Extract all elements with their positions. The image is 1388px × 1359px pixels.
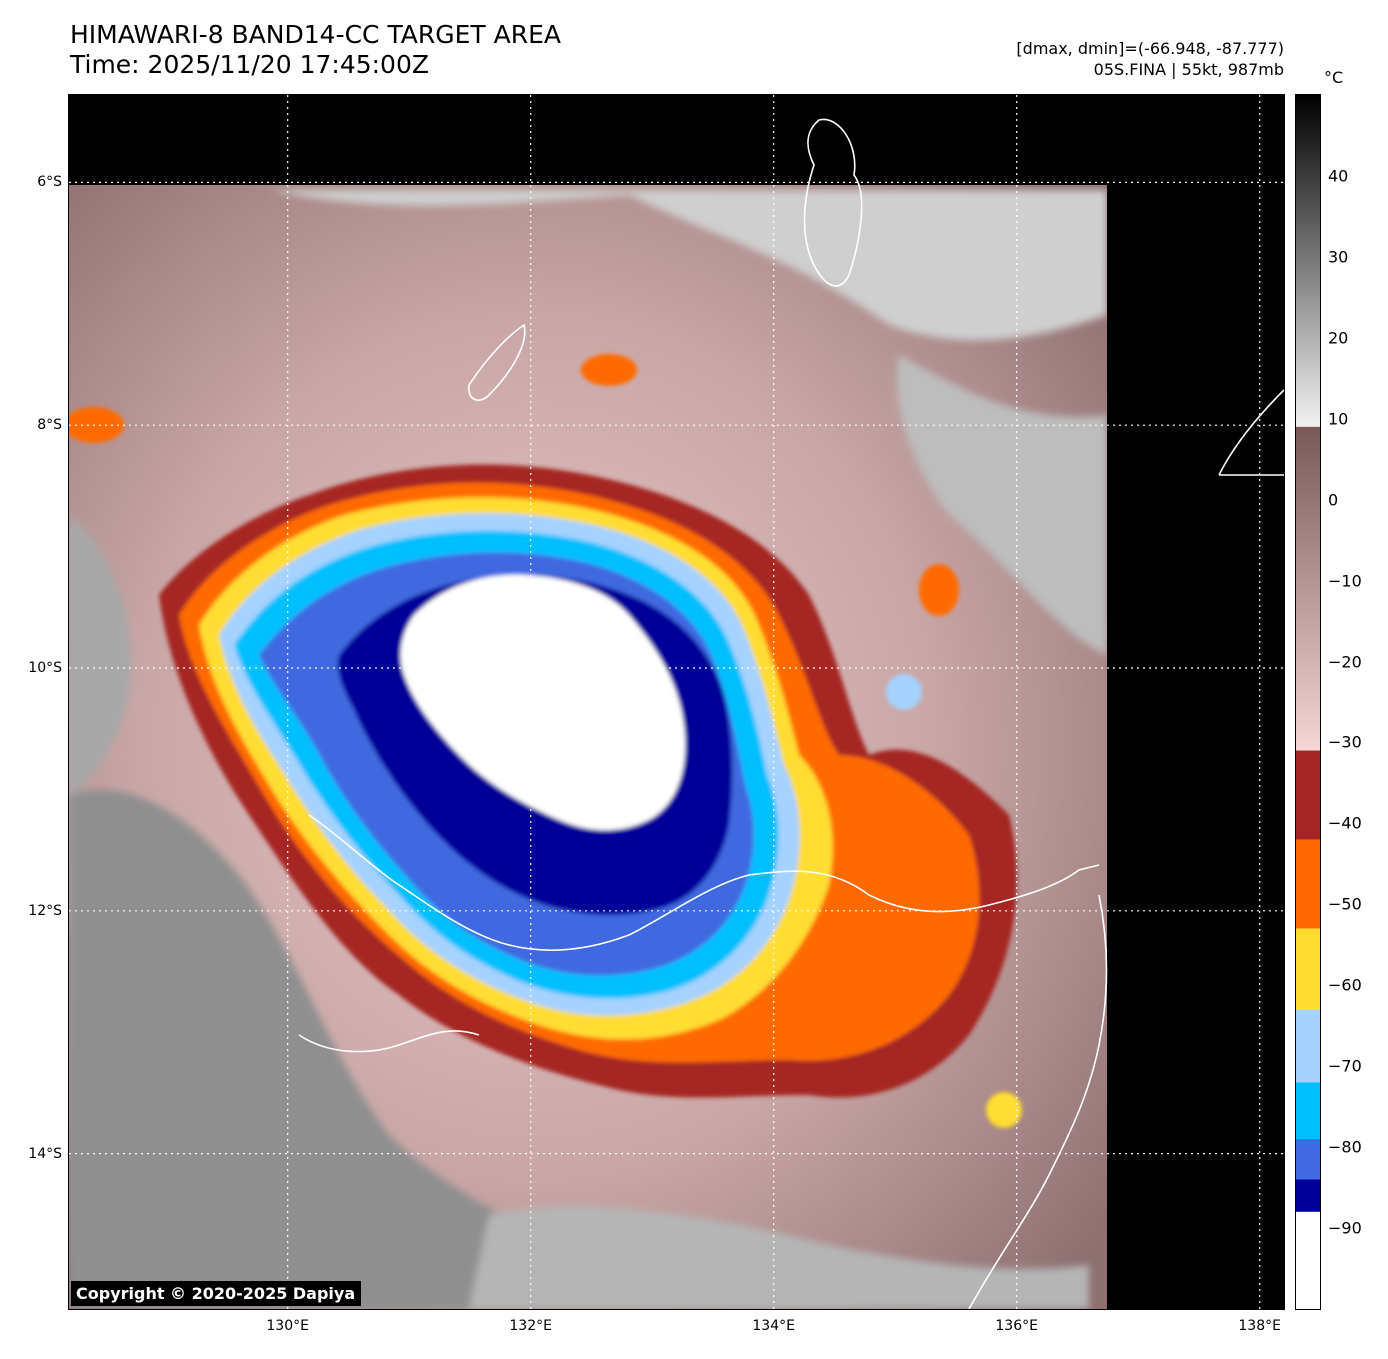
cloud-imagery — [69, 95, 1284, 1309]
colorbar — [1295, 94, 1321, 1310]
convective-cell-northeast-1 — [581, 354, 637, 386]
colorbar-segment — [1296, 1179, 1320, 1212]
coastline-west-arnhem — [298, 1030, 480, 1053]
convective-cell-southeast — [986, 1092, 1022, 1128]
colorbar-unit: °C — [1324, 68, 1344, 87]
band-coldest-core — [400, 574, 686, 831]
colorbar-segment — [1296, 928, 1320, 1010]
coastlines — [298, 118, 1284, 1309]
graticule — [69, 95, 1284, 1309]
longitude-label: 138°E — [1238, 1318, 1281, 1334]
colorbar-tick-label: 0 — [1328, 490, 1339, 510]
latitude-label: 10°S — [28, 660, 62, 676]
coastline-northeast-corner — [1218, 389, 1284, 476]
longitude-label: 132°E — [509, 1318, 552, 1334]
storm-info-text: 05S.FINA | 55kt, 987mb — [1093, 60, 1284, 79]
chart-title: HIMAWARI-8 BAND14-CC TARGET AREA Time: 2… — [70, 20, 561, 80]
coastline-arnhem-land — [308, 814, 1100, 951]
colorbar-tick-label: −40 — [1328, 813, 1362, 833]
colorbar-tick-label: 20 — [1328, 328, 1349, 348]
coastline-aru — [803, 118, 863, 287]
colorbar-tick-label: −50 — [1328, 894, 1362, 914]
convective-cell-northeast-2 — [919, 564, 959, 616]
colorbar-tick-label: −30 — [1328, 732, 1362, 752]
colorbar-tick-label: 40 — [1328, 166, 1349, 186]
warm-cloud-north — [269, 190, 1107, 341]
colorbar-segment — [1296, 1139, 1320, 1180]
coastline-tanimbar — [468, 323, 526, 401]
longitude-label: 130°E — [266, 1318, 309, 1334]
colorbar-tick-label: −80 — [1328, 1137, 1362, 1157]
longitude-label: 136°E — [995, 1318, 1038, 1334]
latitude-label: 8°S — [37, 417, 62, 434]
warm-cloud-southwest — [69, 789, 629, 1309]
title-line-1: HIMAWARI-8 BAND14-CC TARGET AREA — [70, 20, 562, 49]
convective-cell-east — [886, 674, 922, 710]
colorbar-segment — [1296, 750, 1320, 840]
colorbar-segment — [1296, 95, 1320, 427]
colorbar-canvas — [1296, 95, 1320, 1309]
no-data-region-north — [69, 95, 1284, 185]
colorbar-segment — [1296, 1009, 1320, 1083]
latitude-label: 14°S — [28, 1145, 62, 1162]
colorbar-segment — [1296, 1082, 1320, 1140]
storm-metadata: [dmax, dmin]=(-66.948, -87.777) 05S.FINA… — [1016, 38, 1284, 80]
title-line-2: Time: 2025/11/20 17:45:00Z — [70, 50, 429, 79]
colorbar-tick-label: −90 — [1328, 1218, 1362, 1238]
copyright-notice: Copyright © 2020-2025 Dapiya — [71, 1281, 362, 1306]
no-data-region-east — [1107, 95, 1284, 1309]
warm-cloud-south — [469, 1206, 1089, 1309]
map-canvas — [69, 95, 1284, 1309]
colorbar-tick-label: −70 — [1328, 1056, 1362, 1076]
colorbar-tick-label: −60 — [1328, 975, 1362, 995]
colorbar-tick-label: −20 — [1328, 652, 1362, 672]
warm-cloud-northeast — [897, 355, 1107, 655]
satellite-map — [68, 94, 1285, 1310]
longitude-label: 134°E — [752, 1318, 795, 1334]
colorbar-tick-label: 10 — [1328, 409, 1349, 429]
colorbar-tick-label: 30 — [1328, 247, 1349, 267]
colorbar-tick-label: −10 — [1328, 571, 1362, 591]
latitude-label: 12°S — [28, 902, 62, 919]
colorbar-segment — [1296, 839, 1320, 929]
colorbar-segment — [1296, 426, 1320, 751]
coastline-gulf — [968, 894, 1108, 1309]
colorbar-segment — [1296, 1211, 1320, 1309]
data-range-text: [dmax, dmin]=(-66.948, -87.777) — [1016, 39, 1284, 58]
warm-cloud-west — [69, 515, 131, 795]
convective-cell-west — [69, 407, 124, 443]
latitude-label: 6°S — [37, 174, 62, 191]
